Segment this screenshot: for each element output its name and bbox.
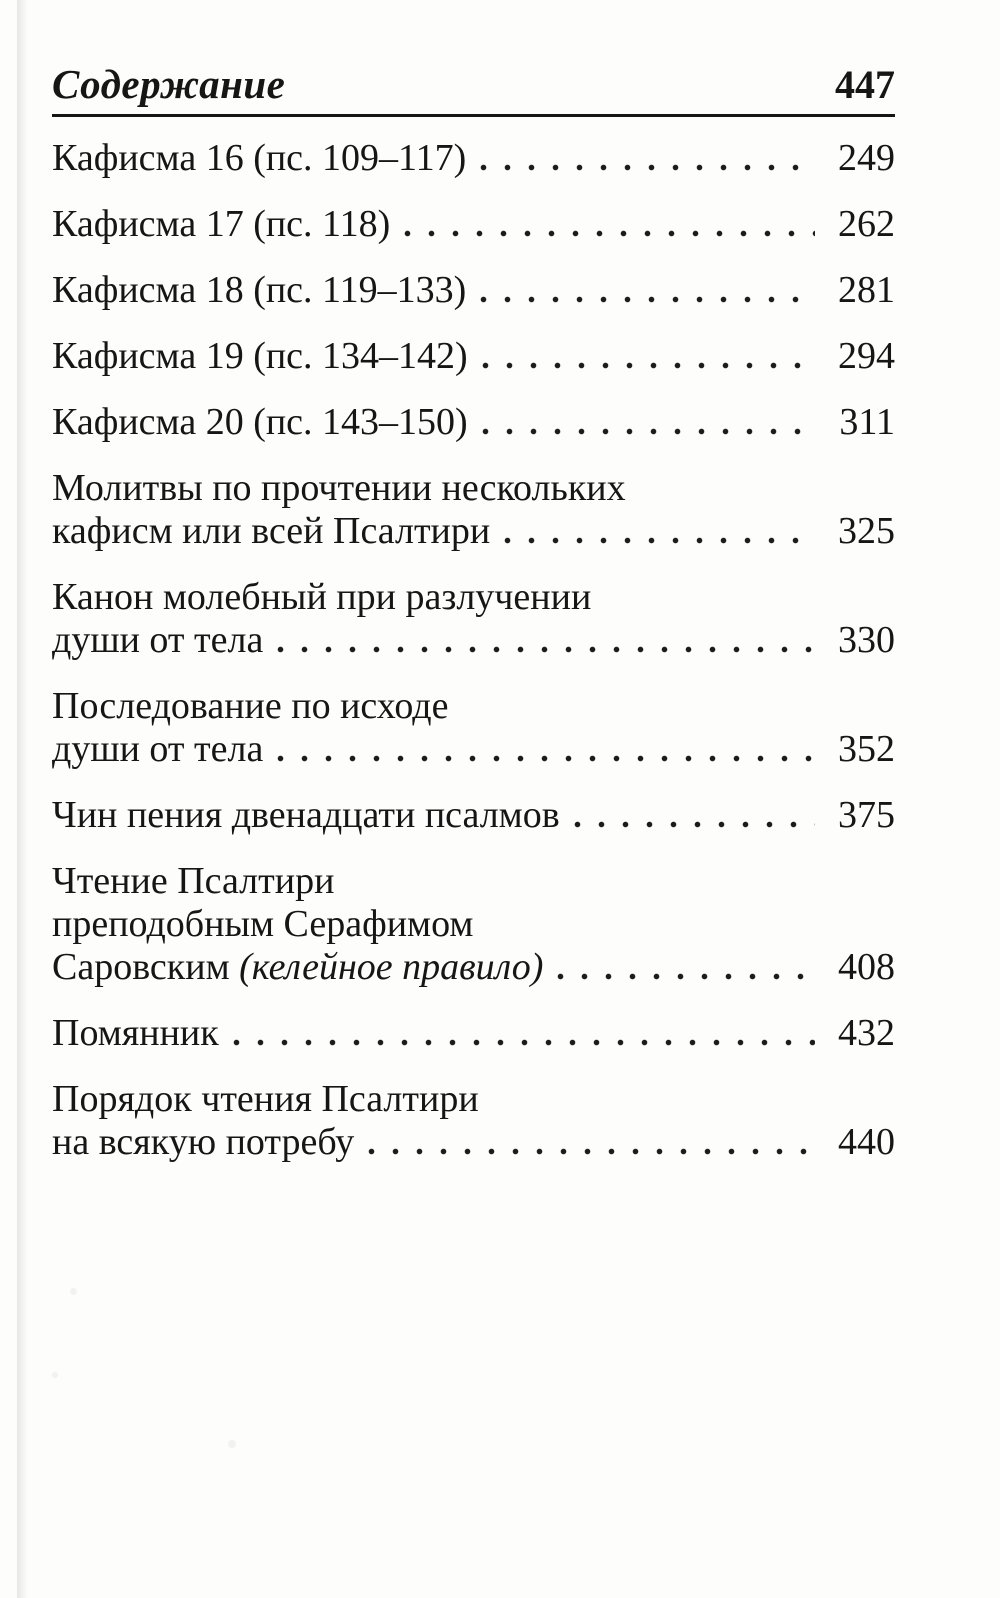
toc-entry-text: Кафисма 17 (пс. 118) (52, 203, 391, 245)
toc-entry-text: Чин пения двенадцати псалмов (52, 794, 560, 836)
toc-entry: Порядок чтения Псалтири на всякую потребу… (52, 1078, 895, 1164)
toc-entry-line: Чин пения двенадцати псалмов 375 (52, 794, 895, 837)
dot-leader (277, 646, 815, 653)
dot-leader (481, 362, 815, 369)
dot-leader (557, 973, 815, 980)
toc-entry-line: Порядок чтения Псалтири (52, 1078, 895, 1121)
page-header: Содержание 447 (52, 64, 895, 105)
scan-speck (70, 1288, 77, 1295)
toc-entry-line: Последование по исходе (52, 685, 895, 728)
dot-leader (368, 1148, 815, 1155)
toc-page-number: 311 (839, 401, 895, 443)
toc-entry-text: души от тела (52, 728, 264, 770)
scan-speck (52, 1372, 58, 1378)
toc-entry: Кафисма 16 (пс. 109–117) 249 (52, 137, 895, 180)
toc-entry-text: Кафисма 16 (пс. 109–117) (52, 137, 467, 179)
header-rule (52, 114, 895, 117)
toc-entry-text: Молитвы по прочтении нескольких (52, 467, 626, 509)
dot-leader (232, 1039, 815, 1046)
toc-entry-line: Кафисма 18 (пс. 119–133) 281 (52, 269, 895, 312)
toc-entry-line: Саровским (келейное правило) 408 (52, 946, 895, 989)
page-title: Содержание (52, 61, 286, 107)
toc-entry-line: души от тела 330 (52, 619, 895, 662)
toc-page-number: 440 (838, 1121, 895, 1163)
toc-entry-text: Кафисма 18 (пс. 119–133) (52, 269, 467, 311)
toc-entry: Молитвы по прочтении нескольких кафисм ил… (52, 467, 895, 553)
toc-entry-line: Чтение Псалтири (52, 860, 895, 903)
toc-entry-line: Молитвы по прочтении нескольких (52, 467, 895, 510)
toc-page-number: 249 (838, 137, 895, 179)
toc-entry-text: (келейное правило) (239, 946, 544, 988)
toc-entry-text: Кафисма 19 (пс. 134–142) (52, 335, 468, 377)
toc-entry: Последование по исходе души от тела 352 (52, 685, 895, 771)
toc-entry: Кафисма 19 (пс. 134–142) 294 (52, 335, 895, 378)
toc-entry-text: преподобным Серафимом (52, 903, 474, 945)
toc-entry: Помянник 432 (52, 1012, 895, 1055)
dot-leader (480, 296, 815, 303)
toc-entry-text: Последование по исходе (52, 685, 449, 727)
toc-page-number: 330 (838, 619, 895, 661)
toc-entry-text: Порядок чтения Псалтири (52, 1078, 479, 1120)
dot-leader (480, 164, 815, 171)
table-of-contents: Кафисма 16 (пс. 109–117) 249 Кафисма 17 (п… (52, 137, 895, 1164)
dot-leader (481, 428, 815, 435)
dot-leader (404, 230, 815, 237)
toc-entry: Кафисма 18 (пс. 119–133) 281 (52, 269, 895, 312)
toc-entry: Кафисма 20 (пс. 143–150) 311 (52, 401, 895, 444)
toc-entry-line: души от тела 352 (52, 728, 895, 771)
toc-entry-line: на всякую потребу 440 (52, 1121, 895, 1164)
dot-leader (504, 537, 815, 544)
toc-entry-line: Кафисма 17 (пс. 118) 262 (52, 203, 895, 246)
toc-entry-line: Помянник 432 (52, 1012, 895, 1055)
toc-page-number: 262 (838, 203, 895, 245)
toc-entry: Чин пения двенадцати псалмов 375 (52, 794, 895, 837)
toc-page-number: 325 (838, 510, 895, 552)
toc-page-number: 408 (838, 946, 895, 988)
toc-entry-text: Чтение Псалтири (52, 860, 335, 902)
toc-entry-text: кафисм или всей Псалтири (52, 510, 491, 552)
toc-entry: Чтение Псалтири преподобным Серафимом Саро… (52, 860, 895, 989)
toc-page-number: 375 (838, 794, 895, 836)
dot-leader (277, 755, 815, 762)
toc-entry-text: на всякую потребу (52, 1121, 355, 1163)
running-page-number: 447 (835, 62, 895, 107)
toc-entry: Канон молебный при разлучении души от тел… (52, 576, 895, 662)
toc-entry-text: души от тела (52, 619, 264, 661)
toc-page-number: 294 (838, 335, 895, 377)
toc-entry-text: Саровским (52, 946, 240, 988)
dot-leader (573, 821, 815, 828)
toc-page-number: 281 (838, 269, 895, 311)
toc-entry-line: Канон молебный при разлучении (52, 576, 895, 619)
toc-entry-text: Канон молебный при разлучении (52, 576, 592, 618)
toc-entry-text: Помянник (52, 1012, 219, 1054)
toc-page-number: 432 (838, 1012, 895, 1054)
toc-entry-line: Кафисма 20 (пс. 143–150) 311 (52, 401, 895, 444)
scan-edge-artifact (17, 0, 27, 1598)
toc-entry-text: Кафисма 20 (пс. 143–150) (52, 401, 468, 443)
toc-entry-line: преподобным Серафимом (52, 903, 895, 946)
toc-entry-line: кафисм или всей Псалтири 325 (52, 510, 895, 553)
toc-page-number: 352 (838, 728, 895, 770)
toc-entry-line: Кафисма 16 (пс. 109–117) 249 (52, 137, 895, 180)
toc-entry: Кафисма 17 (пс. 118) 262 (52, 203, 895, 246)
toc-entry-line: Кафисма 19 (пс. 134–142) 294 (52, 335, 895, 378)
scan-speck (228, 1440, 236, 1448)
